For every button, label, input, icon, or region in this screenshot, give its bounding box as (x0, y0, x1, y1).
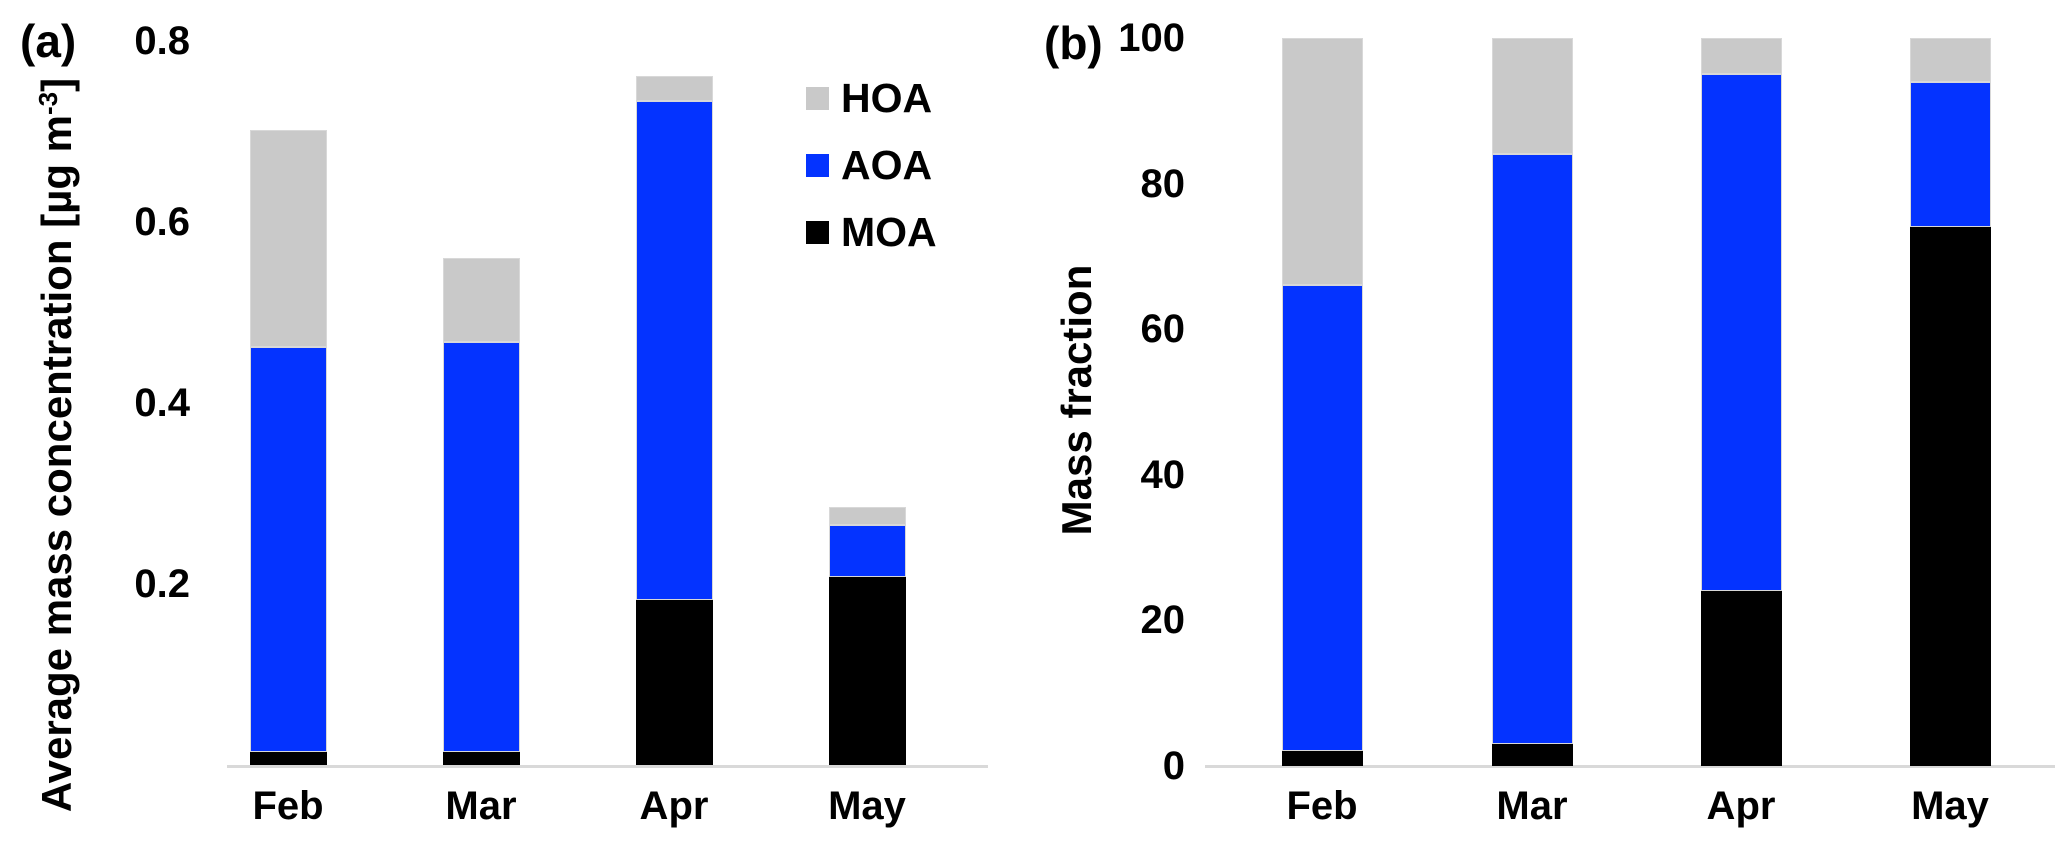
y-tick-label-b: 100 (1118, 16, 1185, 60)
bar-segment-hoa-a-mar (442, 258, 520, 342)
legend-item-moa: MOA (806, 199, 937, 266)
x-tick-label-b-may: May (1911, 784, 1989, 828)
bar-a-apr (635, 76, 713, 766)
panel-a-label: (a) (20, 15, 77, 67)
bar-segment-moa-b-may (1909, 227, 1991, 766)
bar-a-mar (442, 258, 520, 766)
y-tick-label-b: 80 (1140, 161, 1186, 206)
x-tick-label-b-apr: Apr (1706, 784, 1776, 828)
bar-segment-aoa-b-apr (1700, 74, 1782, 591)
bar-segment-aoa-a-mar (442, 341, 520, 752)
x-tick-label-a-feb: Feb (252, 784, 324, 828)
aoa-swatch-icon (806, 154, 829, 177)
legend: HOA AOA MOA (806, 65, 937, 266)
y-tick-label-a: 0.2 (134, 562, 190, 607)
y-tick-label-b: 0 (1162, 743, 1185, 788)
y-axis-title-mass-concentration: Average mass concentration [µg m-3] (33, 78, 81, 812)
y-tick-label-b: 60 (1140, 307, 1186, 351)
x-tick-label-a-apr: Apr (639, 784, 709, 828)
bar-segment-hoa-a-may (828, 507, 906, 525)
bar-segment-hoa-b-mar (1491, 38, 1573, 155)
y-tick-label-b: 40 (1140, 452, 1186, 497)
hoa-swatch-icon (806, 87, 829, 110)
y-axis-title-mass-fraction: Mass fraction (1053, 264, 1100, 536)
bar-segment-moa-b-mar (1491, 743, 1573, 766)
y-tick-label-a: 0.6 (134, 200, 190, 245)
legend-item-hoa: HOA (806, 65, 937, 132)
legend-label-aoa: AOA (841, 142, 933, 188)
bar-a-feb (249, 129, 327, 766)
y-tick-label-b: 20 (1140, 598, 1186, 642)
bar-b-feb (1281, 38, 1363, 766)
bar-segment-hoa-a-feb (249, 129, 327, 348)
bar-segment-moa-b-apr (1700, 590, 1782, 766)
x-axis-line-b (1205, 764, 2055, 768)
bar-segment-moa-a-may (828, 577, 906, 766)
bar-segment-aoa-b-mar (1491, 154, 1573, 744)
bar-segment-hoa-b-apr (1700, 38, 1782, 75)
y-tick-label-a: 0.4 (134, 381, 190, 426)
bar-segment-aoa-b-may (1909, 81, 1991, 228)
y-axis-title-bracket: ] (33, 77, 81, 92)
bar-segment-aoa-a-may (828, 524, 906, 578)
bar-segment-hoa-b-feb (1281, 38, 1363, 286)
x-axis-line-a (227, 764, 988, 768)
legend-label-moa: MOA (841, 209, 937, 255)
bar-segment-moa-a-feb (249, 751, 327, 766)
legend-item-aoa: AOA (806, 132, 937, 199)
x-tick-label-a-may: May (828, 784, 906, 828)
bar-segment-aoa-b-feb (1281, 285, 1363, 751)
bar-segment-moa-a-apr (635, 599, 713, 766)
bar-b-may (1909, 38, 1991, 766)
bar-segment-moa-b-feb (1281, 750, 1363, 766)
bar-segment-aoa-a-feb (249, 347, 327, 752)
legend-label-hoa: HOA (841, 75, 933, 121)
moa-swatch-icon (806, 221, 829, 244)
bar-b-mar (1491, 38, 1573, 766)
x-tick-label-a-mar: Mar (445, 784, 517, 828)
bar-a-may (828, 507, 906, 766)
bar-segment-aoa-a-apr (635, 100, 713, 600)
y-tick-label-a: 0.8 (134, 19, 190, 63)
x-tick-label-b-feb: Feb (1286, 784, 1358, 828)
bar-segment-hoa-b-may (1909, 38, 1991, 82)
bar-segment-moa-a-mar (442, 751, 520, 766)
bar-segment-hoa-a-apr (635, 76, 713, 101)
bar-b-apr (1700, 38, 1782, 766)
x-tick-label-b-mar: Mar (1496, 784, 1568, 828)
y-axis-title-superscript: -3 (32, 91, 63, 115)
panel-b-label: (b) (1044, 17, 1103, 69)
